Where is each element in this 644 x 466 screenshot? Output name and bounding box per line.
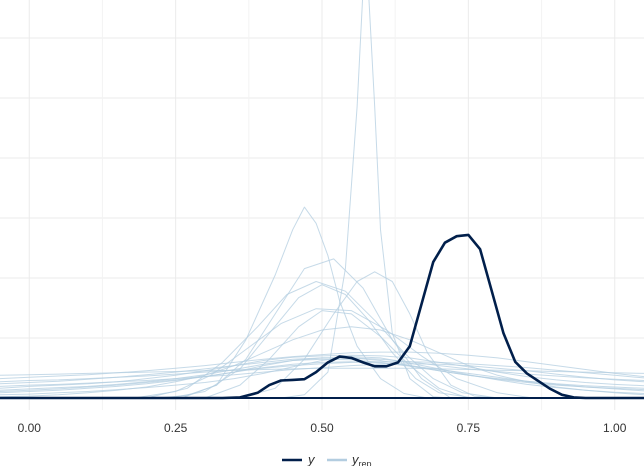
series-line-yrep: [239, 271, 498, 399]
x-tick-label: 0.25: [164, 421, 188, 435]
y-series-group: [0, 233, 644, 400]
x-tick-label: 0.00: [18, 421, 42, 435]
legend-label-yrep: yrep: [351, 452, 372, 466]
series-line-yrep: [134, 308, 533, 399]
series-line-yrep: [181, 206, 428, 399]
x-tick-label: 1.00: [603, 421, 627, 435]
legend: y yrep: [282, 452, 372, 466]
yrep-series-group: [0, 0, 644, 399]
x-axis-ticks: 0.00 0.25 0.50 0.75 1.00: [18, 421, 627, 435]
legend-label-y: y: [307, 452, 316, 466]
series-line-yrep: [146, 281, 498, 399]
x-tick-label: 0.50: [310, 421, 334, 435]
series-line-yrep: [0, 361, 644, 394]
x-tick-label: 0.75: [457, 421, 481, 435]
series-line-yrep: [0, 356, 644, 396]
series-line-yrep: [280, 0, 451, 399]
series-line-y: [0, 233, 644, 400]
series-line-yrep: [0, 358, 644, 391]
series-line-yrep: [0, 361, 644, 383]
legend-label-yrep-main: y: [351, 452, 360, 466]
grid-lines: [0, 0, 644, 410]
legend-label-yrep-sub: rep: [359, 459, 372, 466]
series-line-yrep: [169, 284, 475, 399]
series-line-yrep: [204, 310, 469, 399]
